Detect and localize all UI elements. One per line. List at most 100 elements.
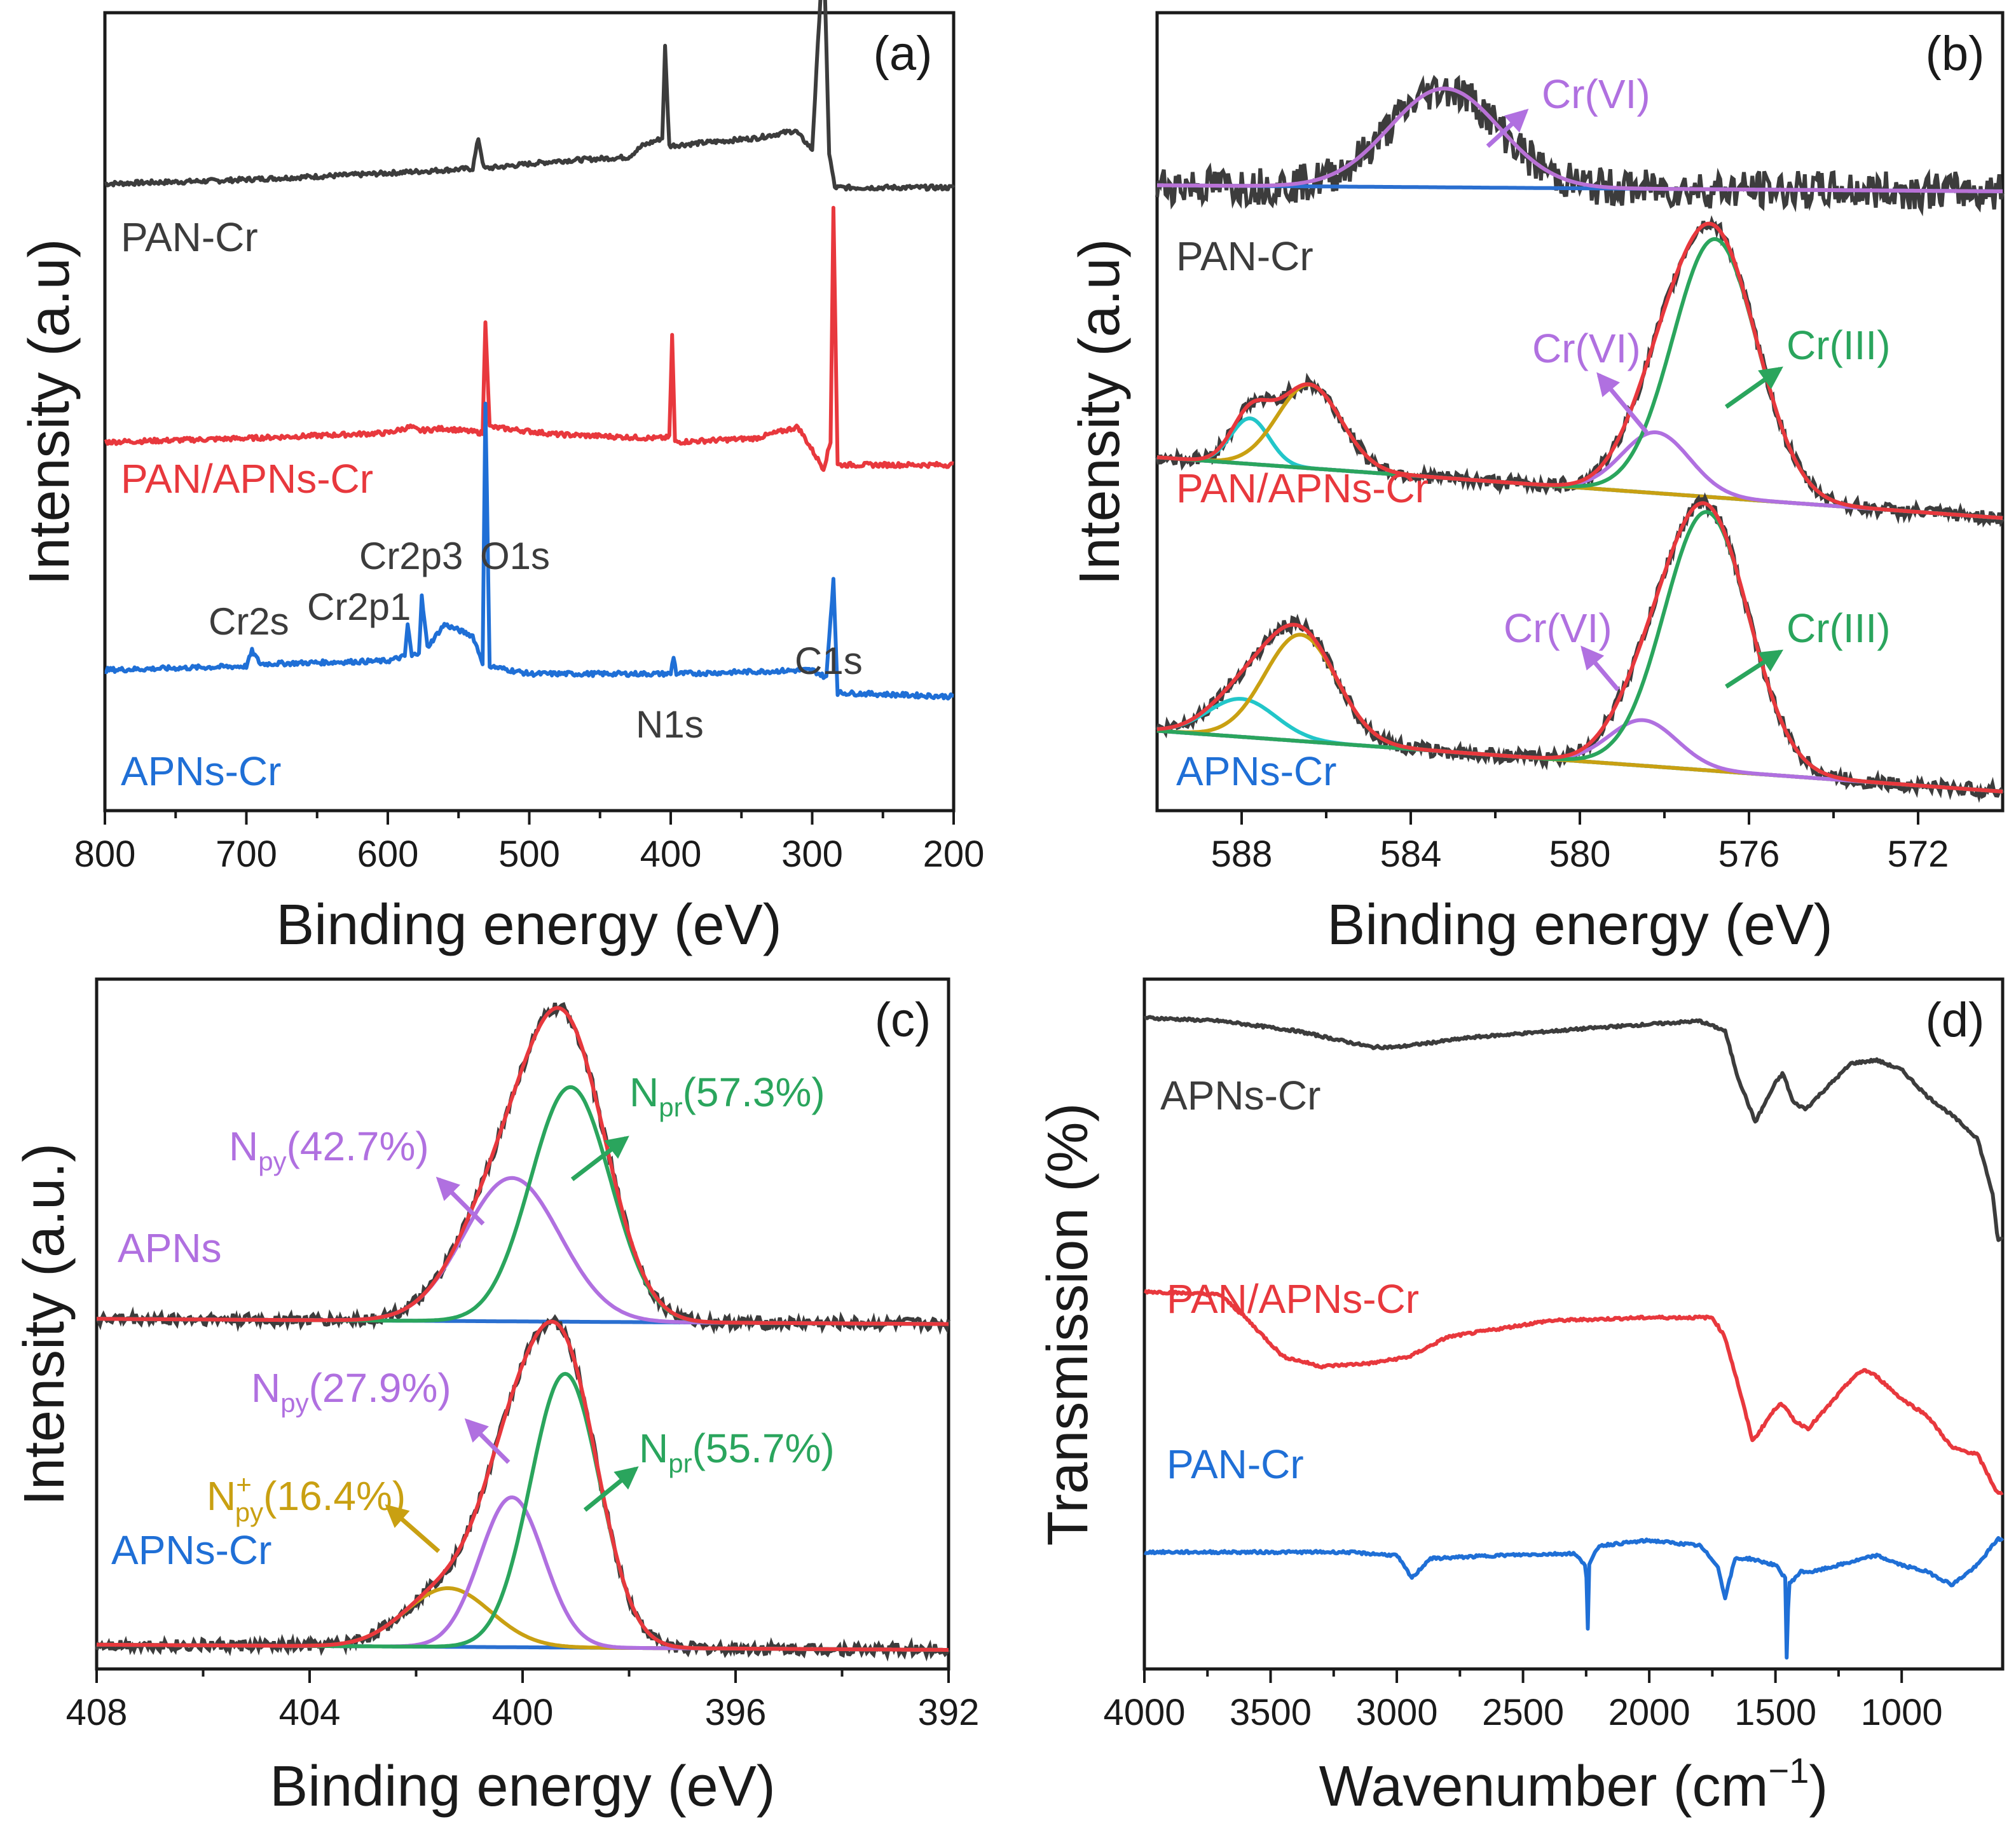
panel-d: 4000 3500 3000 2500 2000 1500 1000 (d) Wavenum…: [1036, 977, 2005, 1818]
annotation-cr2s: Cr2s: [209, 600, 289, 643]
fit-component-c-0-1: [97, 1085, 949, 1326]
annotation-b-criii-3: Cr(III): [1786, 605, 1891, 651]
panel-label-c: (c): [875, 993, 931, 1047]
x-tick-label-d-6: 1000: [1861, 1692, 1943, 1733]
x-tick-label-a-1: 700: [216, 834, 277, 875]
x-tick-label-b-0: 588: [1211, 834, 1273, 875]
panel-c: 408 404 400 396 392 (c) Binding energy (eV) …: [13, 977, 980, 1818]
x-tick-label-a-0: 800: [74, 834, 136, 875]
panel-label-b: (b): [1926, 27, 1985, 81]
x-ticks-b: 588 584 580 576 572: [1211, 811, 1949, 875]
plot-frame-b: [1155, 11, 2005, 813]
arrow-c-npy-plus-head: [385, 1504, 410, 1528]
panel-b: 588 584 580 576 572 (b) Binding energy (eV) …: [1068, 11, 2005, 957]
series-label-pan-cr: PAN-Cr: [121, 214, 258, 260]
x-axis-label-d: Wavenumber (cm−1): [1319, 1750, 1828, 1818]
x-axis-label-b: Binding energy (eV): [1327, 893, 1832, 957]
x-tick-label-b-4: 572: [1888, 834, 1949, 875]
curves-d: [1144, 1015, 2005, 1660]
x-tick-label-b-2: 580: [1549, 834, 1611, 875]
series-line-d-pan-apns-cr: [1144, 1289, 2004, 1495]
x-tick-label-a-5: 300: [781, 834, 843, 875]
raw-data-b-pan-cr: [1155, 74, 2005, 217]
y-axis-label-c: Intensity (a.u.): [13, 1143, 76, 1506]
fit-envelope-c-0: [97, 1006, 949, 1326]
series-label-d-pan-cr: PAN-Cr: [1167, 1441, 1304, 1487]
x-tick-label-d-1: 3500: [1230, 1692, 1312, 1733]
plot-frame-a: [103, 11, 956, 813]
annotation-cr2p1: Cr2p1: [307, 586, 411, 628]
y-axis-label-b: Intensity (a.u): [1068, 238, 1132, 585]
annotation-n1s: N1s: [636, 703, 704, 746]
x-tick-label-d-4: 2000: [1608, 1692, 1690, 1733]
x-ticks-a: 800 700 600 500 400 300 200: [74, 811, 985, 875]
series-label-d-pan-apns-cr: PAN/APNs-Cr: [1167, 1276, 1419, 1322]
arrow-b-criii-3-head: [1758, 649, 1784, 672]
arrow-c-npy-1-head: [435, 1176, 460, 1201]
annotation-npy-plus: N+ py(16.4%): [207, 1469, 406, 1527]
x-tick-label-a-3: 500: [498, 834, 560, 875]
arrow-b-crvi-2-head: [1596, 372, 1621, 397]
annotation-b-crvi-1: Cr(VI): [1542, 71, 1650, 117]
x-tick-label-d-5: 1500: [1734, 1692, 1816, 1733]
series-line-a-pan-apns-cr: [104, 205, 954, 472]
raw-data-c-apns: [96, 1002, 950, 1335]
x-tick-label-d-3: 2500: [1482, 1692, 1564, 1733]
annotation-npy-1: Npy(42.7%): [229, 1123, 429, 1176]
fit-envelope-c-1: [97, 1319, 949, 1652]
y-axis-label-d: Transmission (%): [1036, 1103, 1100, 1546]
x-tick-label-d-0: 4000: [1103, 1692, 1185, 1733]
x-ticks-d: 4000 3500 3000 2500 2000 1500 1000: [1103, 1669, 1943, 1733]
series-label-apns-cr: APNs-Cr: [121, 748, 281, 794]
annotation-arrows: [385, 108, 1784, 1553]
annotation-cr2p3: Cr2p3: [359, 535, 463, 577]
series-line-d-pan-cr: [1144, 1536, 2005, 1660]
series-line-a-pan-cr: [104, 0, 956, 192]
series-line-d-apns-cr: [1144, 1015, 2004, 1242]
fit-envelope-b-2: [1156, 501, 2003, 793]
x-tick-label-c-1: 404: [279, 1692, 341, 1733]
plot-frame-d: [1142, 977, 2005, 1671]
arrow-c-npr-1-head: [604, 1136, 629, 1159]
x-tick-label-c-4: 392: [918, 1692, 980, 1733]
curves-b: [1155, 74, 2005, 803]
annotation-c1s: C1s: [795, 640, 863, 682]
series-label-b-pan-apns-cr: PAN/APNs-Cr: [1176, 465, 1429, 511]
curves-a: [104, 0, 956, 701]
annotation-npr-2: Npr(55.7%): [639, 1425, 835, 1478]
panel-label-d: (d): [1926, 993, 1985, 1047]
annotation-npr-1: Npr(57.3%): [629, 1069, 825, 1122]
arrow-b-criii-2-head: [1758, 366, 1783, 390]
annotation-npy-2: Npy(27.9%): [251, 1365, 451, 1418]
x-tick-label-b-3: 576: [1718, 834, 1780, 875]
series-label-c-apns-cr: APNs-Cr: [111, 1527, 271, 1573]
x-tick-label-a-6: 200: [923, 834, 985, 875]
series-label-pan-apns-cr: PAN/APNs-Cr: [121, 456, 373, 502]
series-label-d-apns-cr: APNs-Cr: [1160, 1073, 1320, 1118]
annotation-o1s: O1s: [480, 535, 550, 577]
annotation-b-crvi-3: Cr(VI): [1504, 605, 1612, 651]
x-tick-label-a-4: 400: [640, 834, 702, 875]
series-label-b-apns-cr: APNs-Cr: [1176, 748, 1336, 794]
arrow-c-npy-2-head: [464, 1418, 489, 1443]
x-tick-label-d-2: 3000: [1356, 1692, 1438, 1733]
arrow-b-crvi-1-head: [1504, 108, 1529, 133]
x-tick-label-b-1: 584: [1380, 834, 1442, 875]
x-tick-label-a-2: 600: [357, 834, 419, 875]
fit-component-c-0-0: [97, 1176, 949, 1326]
annotation-b-criii-2: Cr(III): [1786, 322, 1891, 368]
series-line-a-apns-cr: [104, 401, 954, 701]
series-label-apns: APNs: [118, 1225, 222, 1271]
fit-component-b-0-0: [1157, 86, 2003, 193]
y-axis-label-a: Intensity (a.u): [18, 238, 81, 585]
arrow-c-npr-2-head: [614, 1466, 639, 1490]
panel-label-a: (a): [874, 27, 933, 81]
x-ticks-c: 408 404 400 396 392: [66, 1669, 980, 1733]
curves-c: [95, 1002, 950, 1662]
x-axis-label-c: Binding energy (eV): [270, 1755, 775, 1818]
x-tick-label-c-0: 408: [66, 1692, 128, 1733]
x-axis-label-a: Binding energy (eV): [276, 893, 781, 957]
annotation-b-crvi-2: Cr(VI): [1532, 326, 1641, 371]
fit-envelope-b-1: [1156, 221, 2003, 520]
